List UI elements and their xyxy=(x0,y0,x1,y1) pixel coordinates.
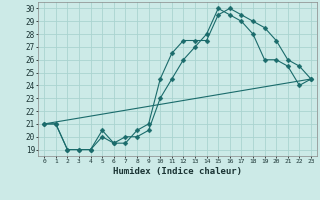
X-axis label: Humidex (Indice chaleur): Humidex (Indice chaleur) xyxy=(113,167,242,176)
